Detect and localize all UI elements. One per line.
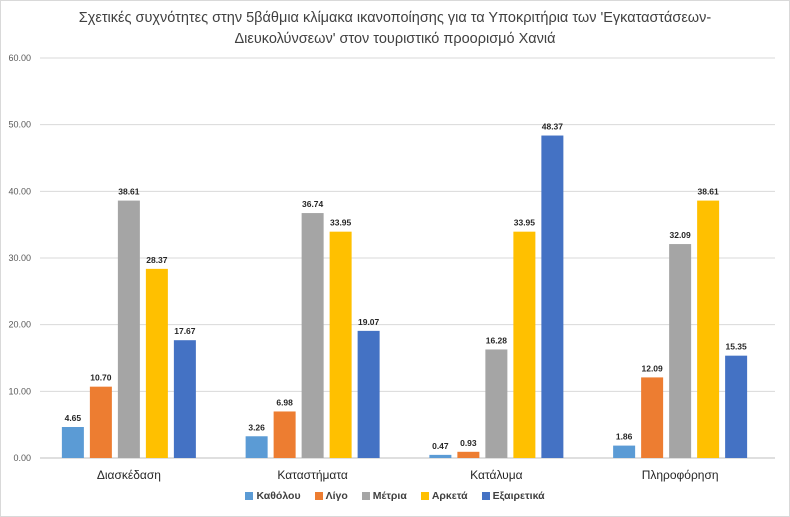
data-label: 28.37	[146, 255, 168, 265]
legend-item: Μέτρια	[361, 490, 407, 502]
legend-label: Αρκετά	[431, 490, 468, 502]
chart-title-line-1: Σχετικές συχνότητες στην 5βάθμια κλίμακα…	[78, 10, 712, 26]
bar	[429, 454, 452, 458]
data-label: 32.09	[669, 230, 691, 240]
legend-label: Εξαιρετικά	[492, 490, 545, 502]
y-tick-label: 20.00	[8, 320, 31, 330]
data-label: 4.65	[65, 413, 82, 423]
bar	[117, 200, 140, 458]
legend-item: Λίγο	[314, 490, 348, 502]
data-label: 10.70	[90, 373, 112, 383]
legend-label: Μέτρια	[372, 490, 407, 502]
legend-swatch	[245, 492, 254, 500]
chart-legend: Καθόλου Λίγο Μέτρια Αρκετά Εξαιρετικά	[0, 490, 790, 502]
data-label: 16.28	[486, 335, 508, 345]
bar	[61, 427, 84, 458]
bar	[641, 377, 664, 458]
data-label: 12.09	[641, 363, 663, 373]
data-label: 38.61	[697, 187, 719, 197]
bar	[173, 340, 196, 458]
category-label: Πληροφόρηση	[642, 468, 719, 482]
bar	[669, 244, 692, 458]
legend-item: Εξαιρετικά	[481, 490, 545, 502]
legend-swatch	[481, 492, 490, 500]
bar	[329, 231, 352, 458]
bar	[613, 445, 636, 458]
bar	[245, 436, 268, 458]
legend-label: Λίγο	[325, 490, 348, 502]
y-tick-label: 50.00	[8, 120, 31, 130]
data-label: 6.98	[276, 397, 293, 407]
legend-swatch	[361, 492, 370, 500]
data-label: 0.47	[432, 441, 449, 451]
y-tick-label: 10.00	[8, 386, 31, 396]
bar	[301, 213, 324, 458]
data-label: 38.61	[118, 187, 140, 197]
legend-swatch	[314, 492, 323, 500]
data-label: 3.26	[248, 422, 265, 432]
y-tick-label: 30.00	[8, 253, 31, 263]
bar	[457, 451, 480, 458]
bar	[541, 135, 564, 459]
legend-item: Αρκετά	[420, 490, 468, 502]
bar	[725, 355, 748, 458]
y-tick-label: 40.00	[8, 186, 31, 196]
chart-title: Σχετικές συχνότητες στην 5βάθμια κλίμακα…	[20, 8, 770, 50]
data-label: 17.67	[174, 326, 196, 336]
data-label: 33.95	[330, 218, 352, 228]
legend-label: Καθόλου	[256, 490, 301, 502]
legend-swatch	[420, 492, 429, 500]
bar	[89, 386, 112, 458]
y-tick-label: 0.00	[13, 453, 31, 463]
data-label: 1.86	[616, 432, 633, 442]
bar	[485, 349, 508, 458]
category-label: Καταστήματα	[277, 468, 348, 482]
data-label: 48.37	[542, 122, 564, 132]
category-label: Διασκέδαση	[97, 468, 161, 482]
bar	[145, 268, 168, 458]
data-label: 15.35	[725, 342, 747, 352]
data-label: 33.95	[514, 218, 536, 228]
bar	[513, 231, 536, 458]
category-label: Κατάλυμα	[470, 468, 522, 482]
data-label: 36.74	[302, 199, 324, 209]
data-label: 0.93	[460, 438, 477, 448]
bar	[357, 330, 380, 458]
legend-item: Καθόλου	[245, 490, 301, 502]
data-label: 19.07	[358, 317, 380, 327]
y-tick-label: 60.00	[8, 53, 31, 63]
bar	[273, 411, 296, 458]
chart-title-line-2: Διευκολύνσεων' στον τουριστικό προορισμό…	[234, 31, 556, 47]
bar	[697, 200, 720, 458]
